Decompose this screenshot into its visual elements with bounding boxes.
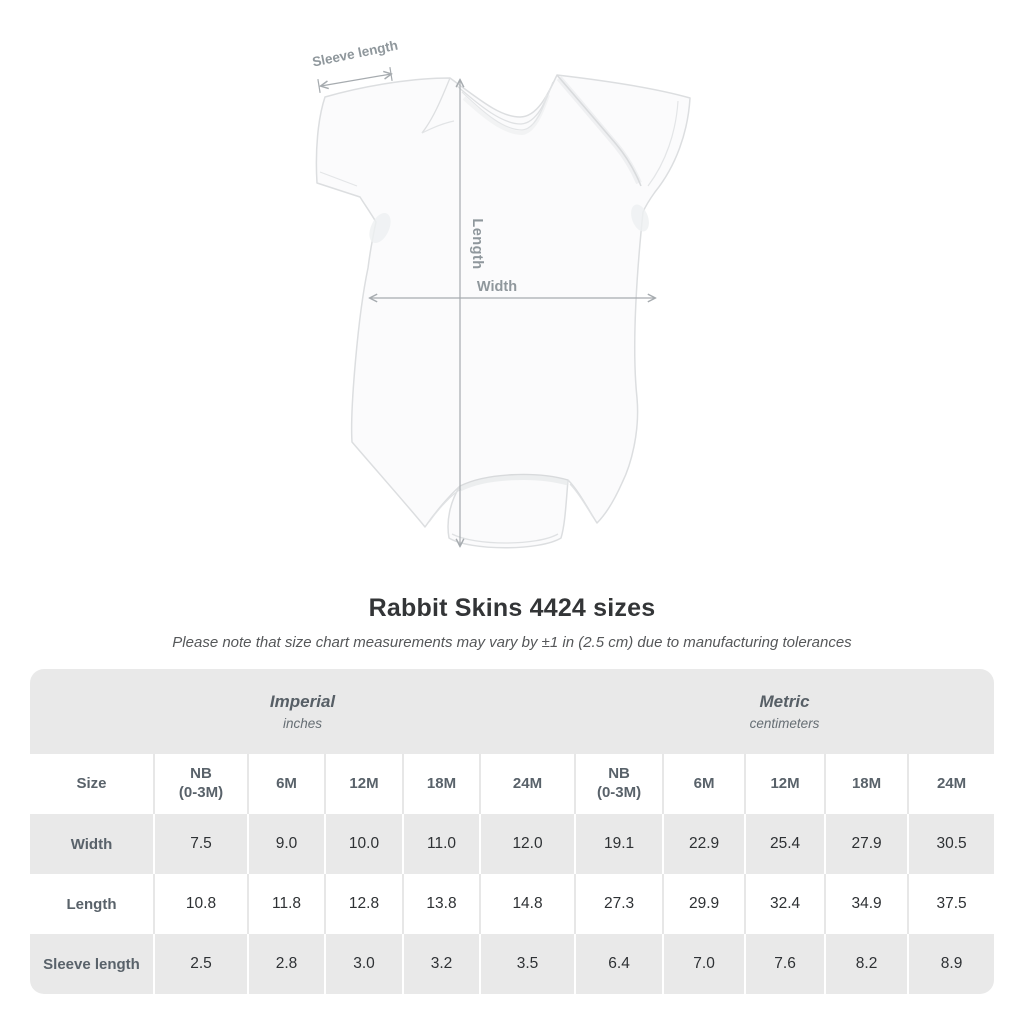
- imperial-group-name: Imperial: [269, 692, 336, 711]
- imperial-group-unit: inches: [283, 716, 323, 731]
- row-label-sleeve-length: Sleeve length: [30, 934, 154, 994]
- width-imperial-18m: 11.0: [402, 814, 480, 874]
- sleeve-imperial-12m: 3.0: [324, 934, 403, 994]
- sleeve-imperial-nb: 2.5: [153, 934, 248, 994]
- sleeve-imperial-6m: 2.8: [247, 934, 325, 994]
- sleeve-imperial-18m: 3.2: [402, 934, 480, 994]
- unit-group-header-row: Imperial inches Metric centimeters: [30, 669, 994, 754]
- width-metric-6m: 22.9: [662, 814, 746, 874]
- col-imperial-nb: NB (0-3M): [153, 754, 248, 814]
- length-metric-24m: 37.5: [907, 874, 994, 934]
- table-row-width: Width 7.5 9.0 10.0 11.0 12.0 19.1 22.9 2…: [30, 814, 994, 874]
- sleeve-metric-nb: 6.4: [574, 934, 664, 994]
- sleeve-arrow-tick-left: [317, 79, 321, 93]
- sleeve-metric-6m: 7.0: [662, 934, 746, 994]
- width-label: Width: [477, 279, 517, 295]
- sleeve-imperial-24m: 3.5: [478, 934, 576, 994]
- width-imperial-24m: 12.0: [478, 814, 576, 874]
- width-imperial-6m: 9.0: [247, 814, 325, 874]
- page-title: Rabbit Skins 4424 sizes: [368, 594, 656, 622]
- table-row-sleeve-length: Sleeve length 2.5 2.8 3.0 3.2 3.5 6.4 7.…: [30, 934, 994, 994]
- col-metric-24m: 24M: [907, 754, 994, 814]
- sleeve-length-arrow: [321, 74, 391, 86]
- col-metric-6m: 6M: [662, 754, 746, 814]
- table-row-length: Length 10.8 11.8 12.8 13.8 14.8 27.3 29.…: [30, 874, 994, 934]
- col-imperial-12m: 12M: [324, 754, 403, 814]
- tolerance-note: Please note that size chart measurements…: [172, 634, 852, 651]
- sleeve-metric-24m: 8.9: [907, 934, 994, 994]
- col-imperial-6m: 6M: [247, 754, 325, 814]
- length-imperial-6m: 11.8: [247, 874, 325, 934]
- length-label: Length: [469, 218, 485, 269]
- length-imperial-nb: 10.8: [153, 874, 248, 934]
- metric-group-name: Metric: [759, 692, 810, 711]
- measurement-annotations: [317, 67, 655, 546]
- col-metric-18m: 18M: [824, 754, 909, 814]
- length-imperial-18m: 13.8: [402, 874, 480, 934]
- sleeve-metric-12m: 7.6: [744, 934, 826, 994]
- bodysuit-illustration: Sleeve length Length Width: [311, 38, 691, 549]
- col-imperial-18m: 18M: [402, 754, 480, 814]
- col-metric-12m: 12M: [744, 754, 826, 814]
- col-metric-nb: NB (0-3M): [574, 754, 664, 814]
- sleeve-metric-18m: 8.2: [824, 934, 909, 994]
- width-metric-12m: 25.4: [744, 814, 826, 874]
- sleeve-length-label: Sleeve length: [311, 38, 399, 70]
- imperial-group-header: Imperial inches: [30, 669, 576, 754]
- length-metric-12m: 32.4: [744, 874, 826, 934]
- size-header-row: Size NB (0-3M) 6M 12M 18M 24M NB (0-3M) …: [30, 754, 994, 814]
- width-imperial-nb: 7.5: [153, 814, 248, 874]
- col-imperial-24m: 24M: [478, 754, 576, 814]
- length-imperial-12m: 12.8: [324, 874, 403, 934]
- width-imperial-12m: 10.0: [324, 814, 403, 874]
- bodysuit-shape: [315, 74, 691, 549]
- length-metric-6m: 29.9: [662, 874, 746, 934]
- width-metric-24m: 30.5: [907, 814, 994, 874]
- length-metric-18m: 34.9: [824, 874, 909, 934]
- metric-group-header: Metric centimeters: [575, 669, 994, 754]
- width-metric-18m: 27.9: [824, 814, 909, 874]
- size-table: Imperial inches Metric centimeters Size …: [30, 669, 994, 994]
- row-label-length: Length: [30, 874, 154, 934]
- row-label-width: Width: [30, 814, 154, 874]
- metric-group-unit: centimeters: [749, 716, 820, 731]
- sleeve-arrow-tick-right: [389, 67, 393, 81]
- width-metric-nb: 19.1: [574, 814, 664, 874]
- length-imperial-24m: 14.8: [478, 874, 576, 934]
- size-header-label: Size: [30, 754, 154, 814]
- length-metric-nb: 27.3: [574, 874, 664, 934]
